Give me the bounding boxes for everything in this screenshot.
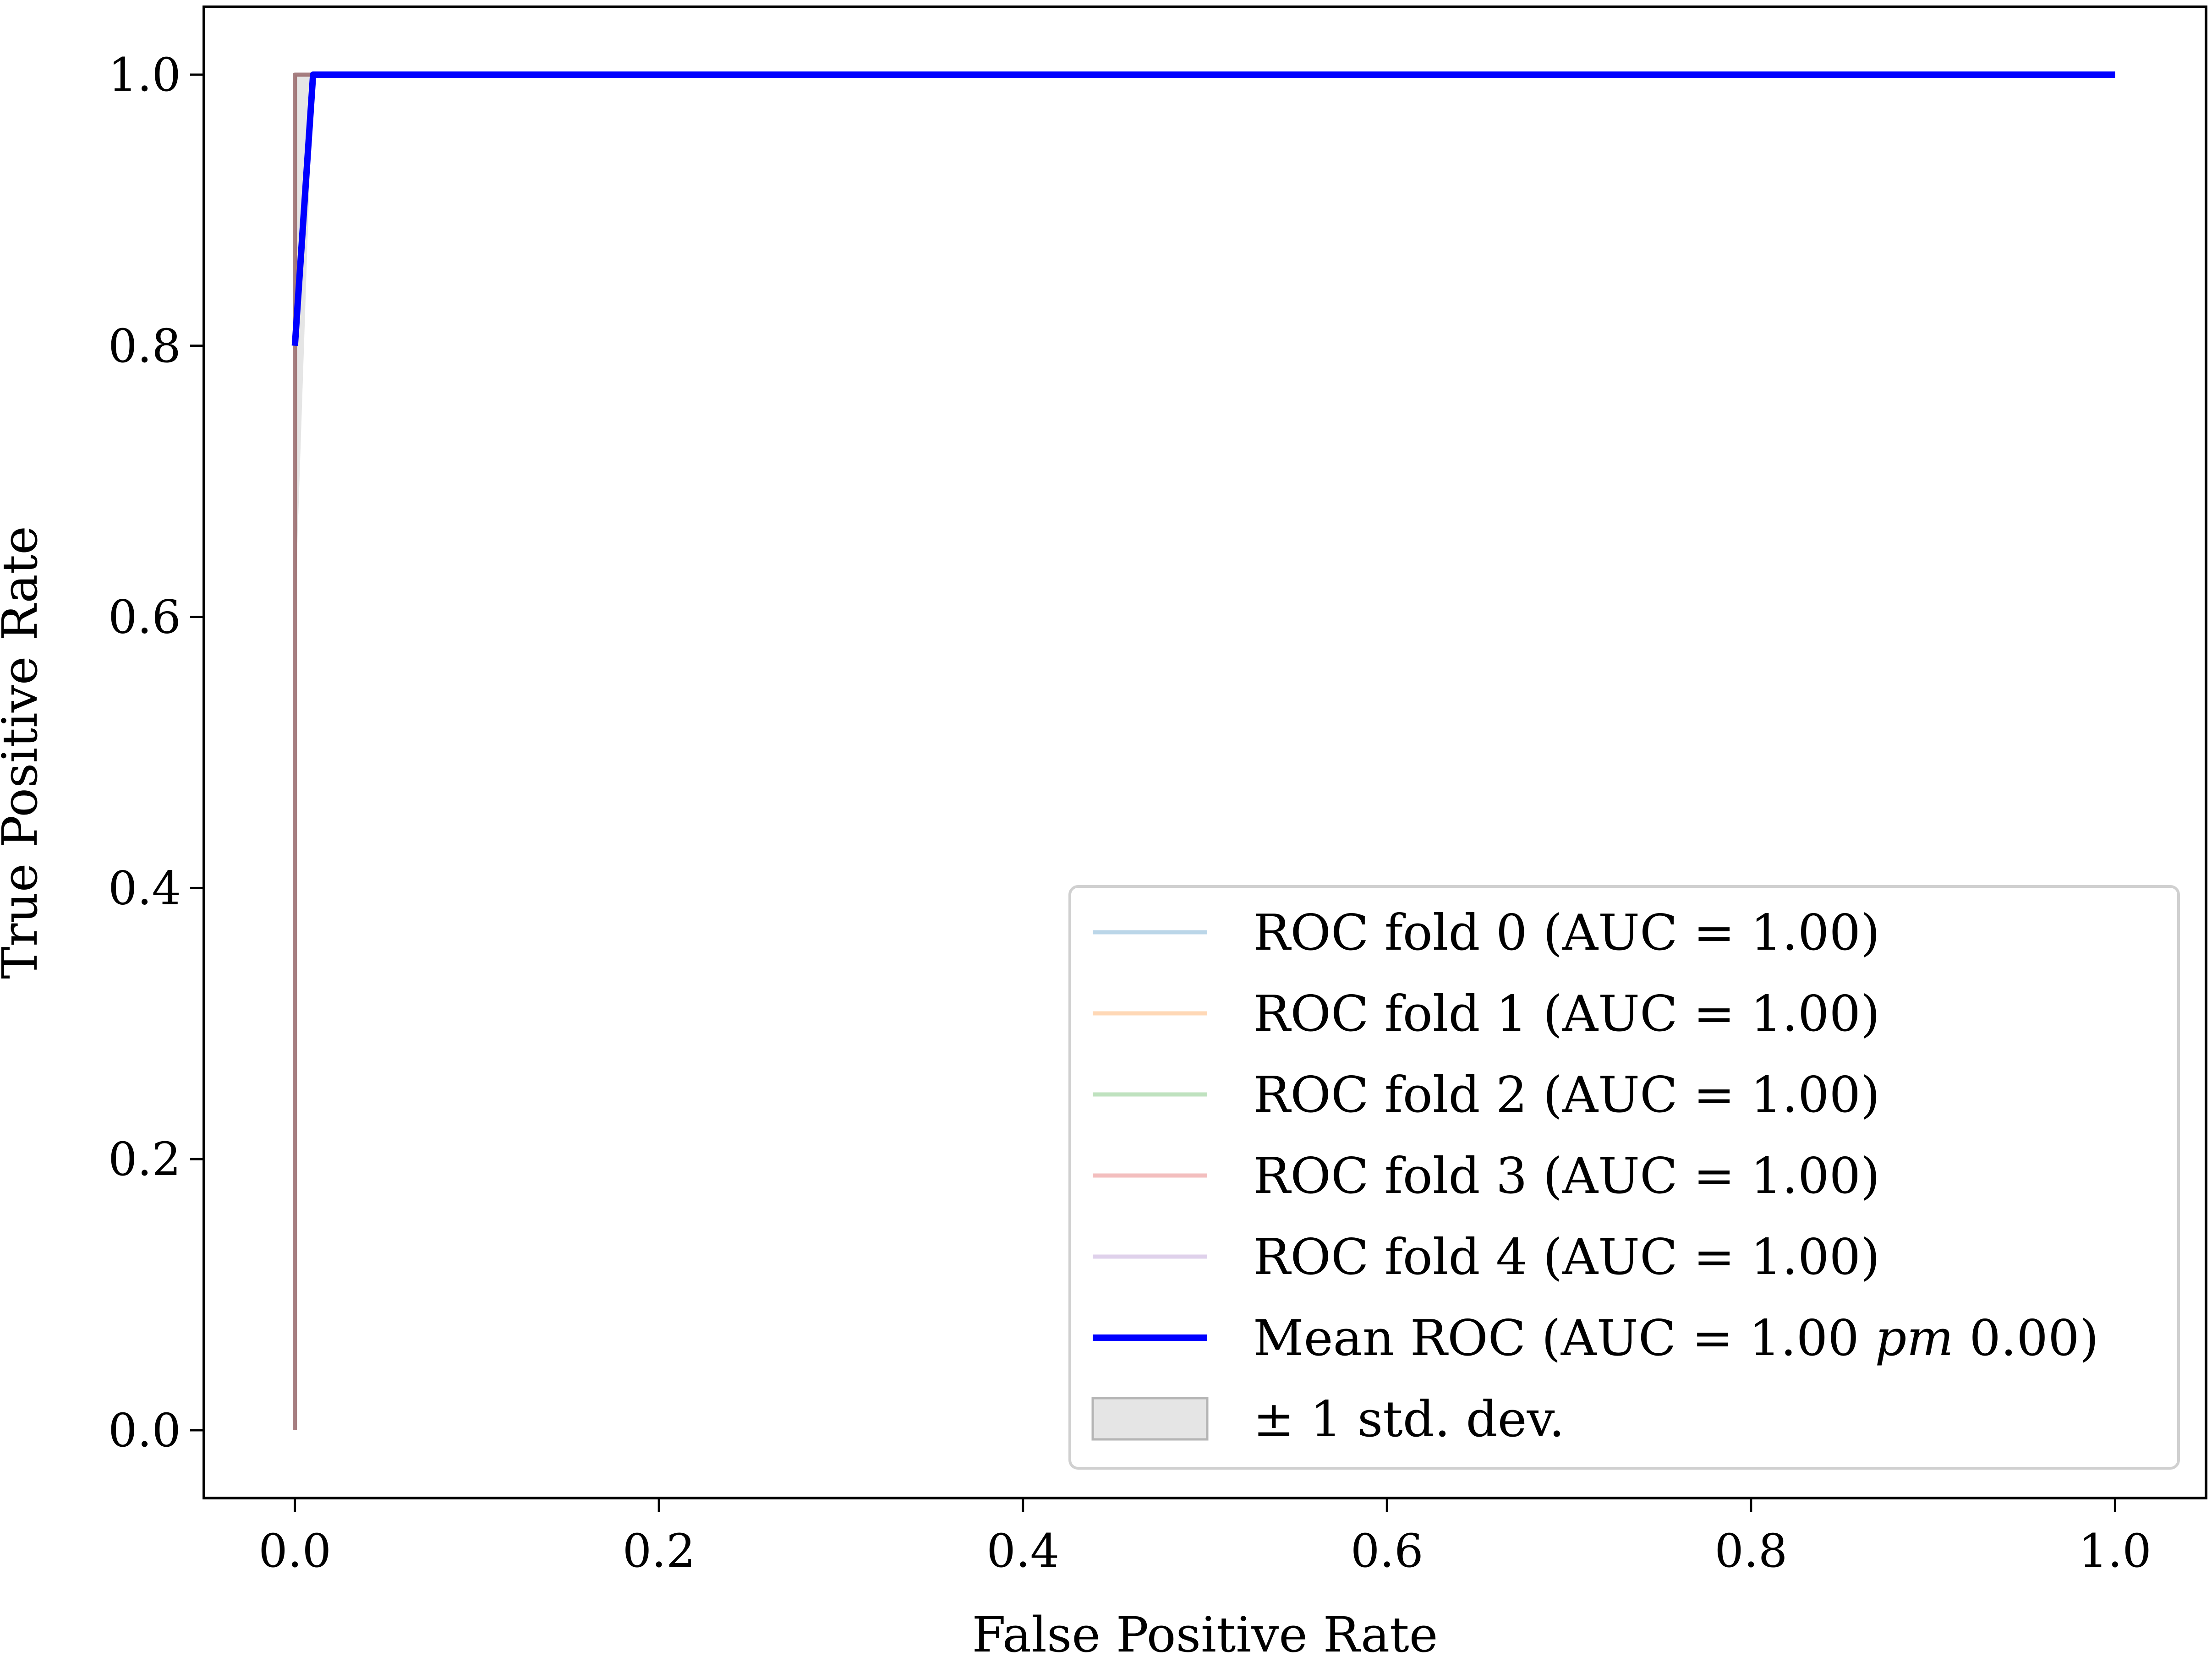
legend-label-prefix: Mean ROC (AUC = 1.00: [1253, 1310, 1875, 1367]
y-tick-label: 1.0: [108, 48, 181, 102]
legend-label-0: ROC fold 0 (AUC = 1.00): [1253, 904, 1880, 962]
y-tick-label: 0.6: [108, 591, 181, 644]
legend-label-italic: pm: [1875, 1310, 1954, 1367]
legend-label-band: ± 1 std. dev.: [1253, 1391, 1565, 1448]
legend-label-1: ROC fold 1 (AUC = 1.00): [1253, 985, 1880, 1043]
x-axis: 0.0 0.2 0.4 0.6 0.8 1.0: [258, 1498, 2152, 1578]
x-tick-label: 0.6: [1351, 1524, 1424, 1578]
x-tick-label: 1.0: [2079, 1524, 2152, 1578]
x-tick-label: 0.8: [1714, 1524, 1787, 1578]
legend-label-4: ROC fold 4 (AUC = 1.00): [1253, 1229, 1880, 1286]
y-tick-label: 0.0: [108, 1404, 181, 1457]
legend-label-2: ROC fold 2 (AUC = 1.00): [1253, 1066, 1880, 1124]
x-axis-label: False Positive Rate: [972, 1607, 1438, 1657]
y-tick-label: 0.8: [108, 319, 181, 373]
legend-label-5: Mean ROC (AUC = 1.00 pm 0.00): [1253, 1310, 2099, 1367]
y-axis-label: True Positive Rate: [0, 526, 48, 979]
x-tick-label: 0.0: [258, 1524, 331, 1578]
y-tick-label: 0.4: [108, 861, 181, 915]
legend-label-3: ROC fold 3 (AUC = 1.00): [1253, 1148, 1880, 1205]
plot-area: [203, 5, 2207, 1499]
legend-box: [1068, 885, 2180, 1470]
legend: ROC fold 0 (AUC = 1.00) ROC fold 1 (AUC =…: [1068, 885, 2180, 1470]
mean-roc-line: [291, 71, 2115, 346]
y-axis: 0.0 0.2 0.4 0.6 0.8 1.0: [108, 48, 204, 1457]
x-tick-label: 0.2: [623, 1524, 695, 1578]
x-tick-label: 0.4: [986, 1524, 1059, 1578]
y-tick-label: 0.2: [108, 1132, 181, 1186]
legend-label-suffix: 0.00): [1954, 1310, 2099, 1367]
legend-handle-band: [1091, 1397, 1209, 1441]
axes-frame: [203, 5, 2207, 1499]
